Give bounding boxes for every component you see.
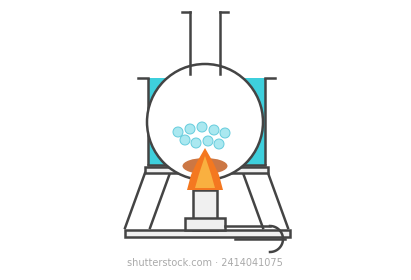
Polygon shape xyxy=(195,156,215,188)
Bar xyxy=(193,190,217,230)
Bar xyxy=(185,218,225,230)
Bar xyxy=(145,167,268,173)
Polygon shape xyxy=(187,148,223,190)
Ellipse shape xyxy=(182,158,228,174)
Text: shutterstock.com · 2414041075: shutterstock.com · 2414041075 xyxy=(127,258,283,268)
Circle shape xyxy=(197,122,207,132)
Bar xyxy=(148,78,265,165)
Circle shape xyxy=(185,124,195,134)
Circle shape xyxy=(209,125,219,135)
Circle shape xyxy=(147,64,263,180)
Bar xyxy=(125,230,290,237)
Circle shape xyxy=(214,139,224,149)
Circle shape xyxy=(220,128,230,138)
Circle shape xyxy=(173,127,183,137)
Circle shape xyxy=(203,136,213,146)
Circle shape xyxy=(180,135,190,145)
Circle shape xyxy=(191,138,201,148)
